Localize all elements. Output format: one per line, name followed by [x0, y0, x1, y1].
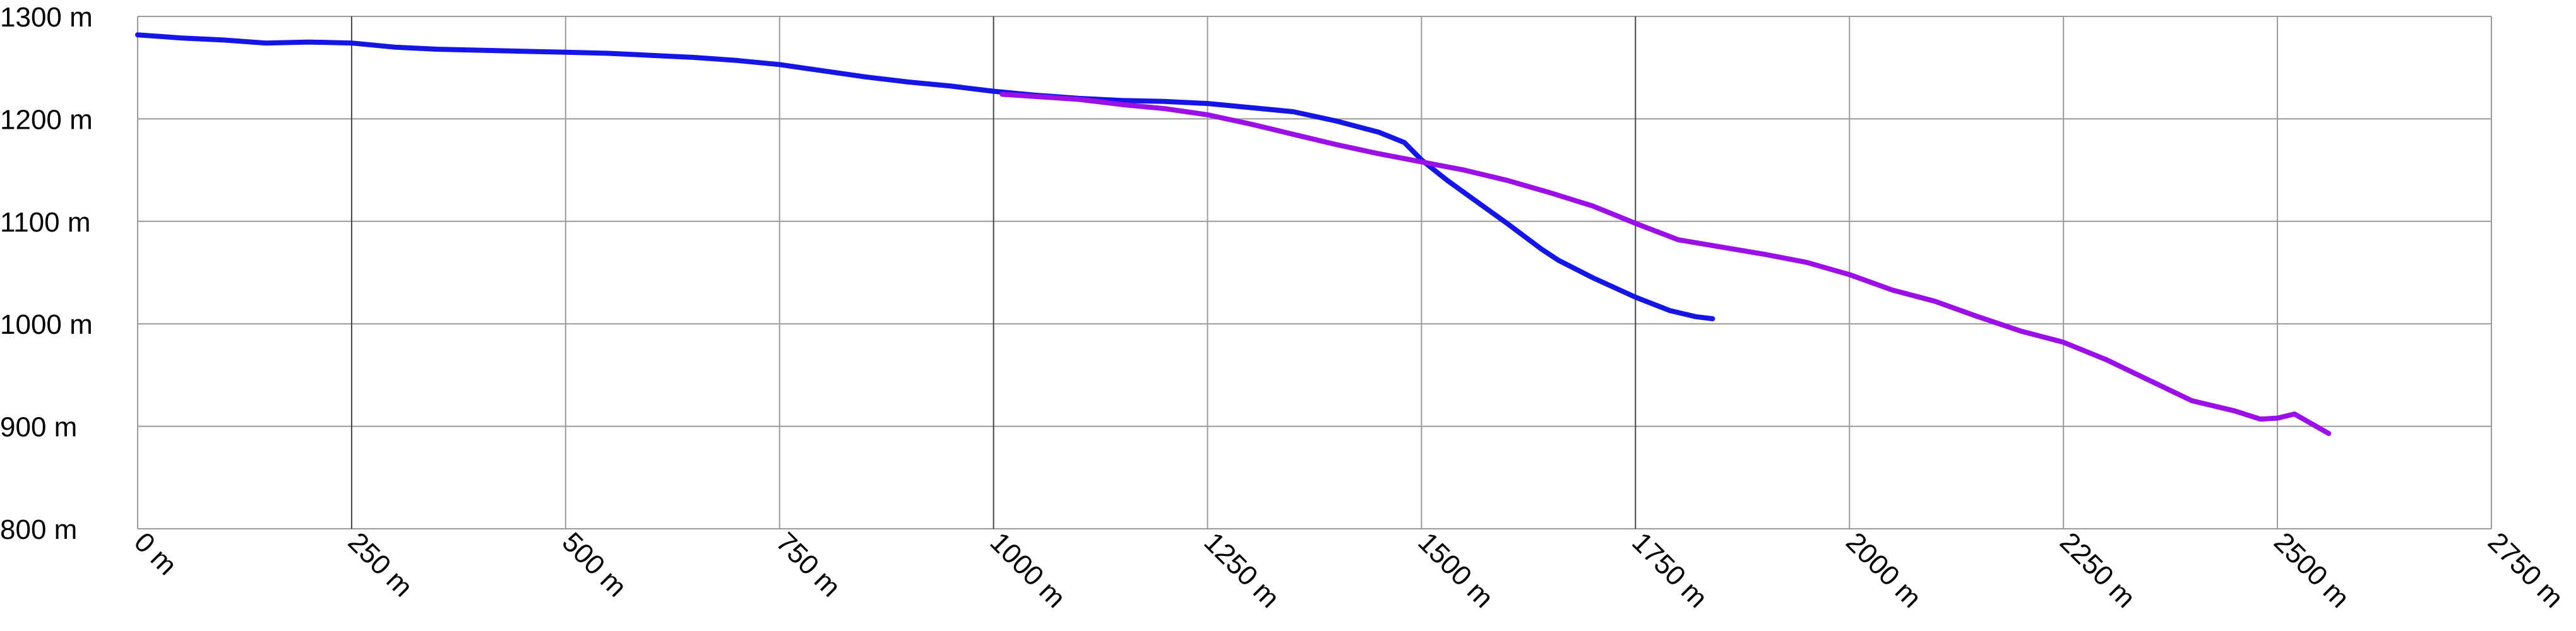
grid-layer [137, 16, 2492, 529]
x-tick-labels: 0 m 250 m 500 m 750 m 1000 m 1250 m 1500 m 1750… [128, 526, 2569, 613]
y-tick-label: 1100 m [0, 207, 91, 238]
x-tick-label: 250 m [342, 526, 419, 603]
series-line-2 [999, 91, 2332, 436]
x-tick-label: 1750 m [1626, 526, 1713, 613]
y-tick-label: 1300 m [0, 2, 93, 33]
x-tick-label: 1000 m [984, 526, 1071, 613]
x-tick-label: 1250 m [1198, 526, 1285, 613]
y-tick-label: 1200 m [0, 104, 93, 135]
series-line-1 [135, 32, 1715, 322]
y-tick-labels: 800 m 900 m 1000 m 1100 m 1200 m 1300 m [0, 2, 93, 545]
y-tick-label: 1000 m [0, 309, 93, 340]
x-tick-label: 500 m [556, 526, 633, 603]
x-tick-label: 2000 m [1840, 526, 1927, 613]
y-tick-label: 800 m [0, 514, 77, 545]
x-tick-label: 2750 m [2482, 526, 2569, 613]
y-tick-label: 900 m [0, 412, 77, 443]
series-layer [135, 32, 2332, 436]
x-tick-label: 0 m [128, 526, 183, 581]
x-tick-label: 750 m [770, 526, 847, 603]
x-tick-label: 2500 m [2268, 526, 2355, 613]
x-tick-label: 2250 m [2054, 526, 2141, 613]
x-tick-label: 1500 m [1412, 526, 1499, 613]
